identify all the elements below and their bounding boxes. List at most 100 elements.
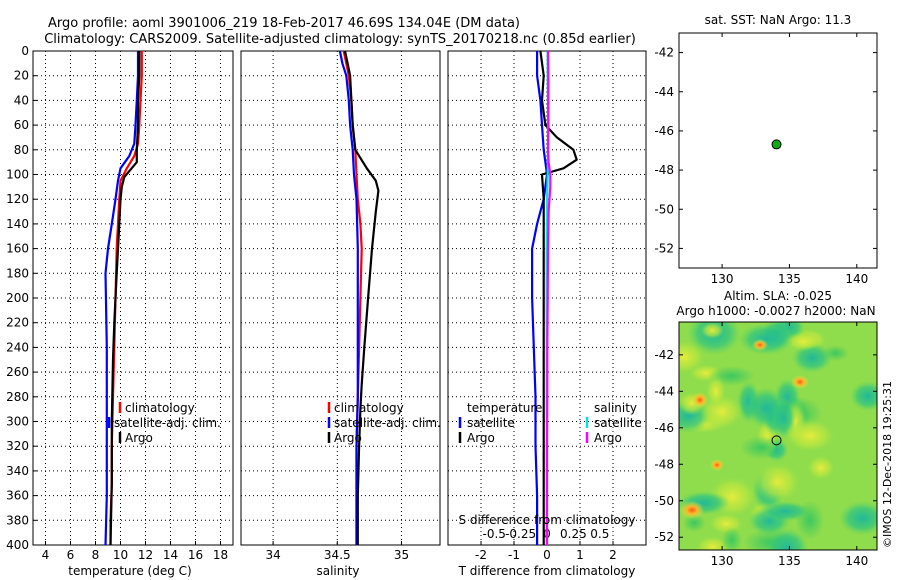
x-tick-label: 1: [576, 548, 584, 562]
sla-map-points: [771, 435, 782, 446]
x-tick-label: -2: [475, 548, 487, 562]
y-tick-label: 100: [6, 168, 29, 182]
salinity-panel: 34 34.5 35 salinity climatology satellite-…: [240, 50, 441, 578]
sla-map-frame: [678, 321, 878, 551]
sst-map-title: sat. SST: NaN Argo: 11.3: [705, 13, 852, 27]
sst-map-ticks: 130 135 140 -42 -44 -46 -48 -50 -52: [654, 33, 877, 286]
y-tick-label: 0: [21, 44, 29, 58]
y-tick-label: 60: [14, 118, 29, 132]
legend-label-t-satellite: satellite: [467, 416, 515, 430]
sst-map-panel: sat. SST: NaN Argo: 11.3 130 135 140 -42 -44…: [654, 13, 878, 286]
sla-anomaly-patch: [753, 461, 802, 504]
y-tick-label: 300: [6, 415, 29, 429]
t-difference-label: T difference from climatology: [458, 564, 636, 578]
y-tick-label: 380: [6, 513, 29, 527]
y-tick-label: -48: [654, 163, 674, 177]
series-line-t-satellite: [530, 51, 549, 545]
y-tick-label: 140: [6, 217, 29, 231]
salinity-legend: climatology satellite-adj. clim. Argo: [327, 401, 441, 445]
y-tick-label: -50: [654, 202, 674, 216]
temperature-panel: 0 20 40 60 80 100 120 140 160 180 200 220 240 260 280 3…: [6, 44, 234, 578]
x-tick-label: 18: [213, 548, 228, 562]
x-tick-label: 10: [113, 548, 128, 562]
y-tick-label: 400: [6, 538, 29, 552]
x-tick-label: 140: [845, 554, 868, 568]
x-tick-label: 130: [711, 554, 734, 568]
legend-label-climatology: climatology: [334, 401, 404, 415]
temperature-series: [104, 51, 143, 546]
x-tick-label: 8: [92, 548, 100, 562]
salinity-x-label: salinity: [316, 564, 359, 578]
y-tick-label: 220: [6, 316, 29, 330]
x-tick-label: 135: [778, 272, 801, 286]
difference-x-ticks: -2 -1 0 1 2: [475, 541, 617, 562]
s-difference-label: S difference from climatology: [459, 513, 636, 527]
legend-label-satellite: satellite-adj. clim.: [334, 416, 441, 430]
legend-label-climatology: climatology: [125, 401, 195, 415]
y-tick-label: -46: [654, 421, 674, 435]
legend-label-t-argo: Argo: [467, 431, 495, 445]
y-tick-label: 160: [6, 242, 29, 256]
difference-legend: temperature satellite Argo salinity sate…: [458, 401, 642, 445]
series-line-satellite-adj-clim-: [104, 51, 140, 546]
temperature-x-label: temperature (deg C): [68, 564, 191, 578]
sla-anomaly-patch: [839, 501, 877, 536]
x-tick-label: 16: [188, 548, 203, 562]
series-line-s-argo: [545, 50, 552, 545]
x-tick-label: 130: [711, 272, 734, 286]
y-tick-label: -52: [654, 530, 674, 544]
temperature-grid: [33, 50, 233, 546]
legend-title-temperature: temperature: [467, 401, 542, 415]
x-tick-label: 34: [265, 548, 280, 562]
x-tick-label: 6: [67, 548, 75, 562]
y-tick-label: 180: [6, 266, 29, 280]
series-line-satellite-adj-clim-: [338, 50, 359, 545]
s-difference-tick-label: -0.25: [505, 527, 536, 541]
sla-high-anomaly-patch: [680, 501, 704, 519]
sla-anomaly-patch: [850, 381, 877, 411]
y-tick-label: -42: [654, 348, 674, 362]
y-tick-label: 80: [14, 143, 29, 157]
series-line-argo: [109, 51, 141, 546]
x-tick-label: 0: [543, 548, 551, 562]
sla-anomaly-patch: [700, 322, 724, 339]
y-tick-label: 280: [6, 390, 29, 404]
x-tick-label: 14: [163, 548, 178, 562]
legend-label-s-satellite: satellite: [594, 416, 642, 430]
y-tick-label: 340: [6, 464, 29, 478]
x-tick-label: 35: [394, 548, 409, 562]
sla-anomaly-patch: [705, 374, 727, 408]
y-tick-label: -46: [654, 124, 674, 138]
y-tick-label: 40: [14, 93, 29, 107]
y-tick-label: 240: [6, 340, 29, 354]
argo-position-marker: [771, 139, 782, 150]
y-tick-label: 320: [6, 439, 29, 453]
figure-title-line2: Climatology: CARS2009. Satellite-adjuste…: [44, 32, 636, 47]
sla-high-anomaly-patch: [692, 392, 708, 408]
y-tick-label: 260: [6, 365, 29, 379]
sla-map-panel: Altim. SLA: -0.025 Argo h1000: -0.0027 h…: [654, 289, 878, 568]
series-line-argo: [343, 50, 380, 545]
salinity-x-ticks: 34 34.5 35: [265, 541, 409, 562]
x-tick-label: 34.5: [324, 548, 351, 562]
y-tick-label: -48: [654, 457, 674, 471]
x-tick-label: 140: [845, 272, 868, 286]
y-tick-label: -50: [654, 494, 674, 508]
x-tick-label: 135: [778, 554, 801, 568]
sla-anomaly-patch: [738, 323, 794, 356]
y-tick-label: -44: [654, 384, 674, 398]
sla-anomaly-patch: [806, 454, 836, 481]
sla-heatmap-field: [679, 322, 877, 550]
figure-title-line1: Argo profile: aoml 3901006_219 18-Feb-20…: [48, 16, 520, 31]
y-tick-label: -42: [654, 46, 674, 60]
difference-series: [530, 50, 578, 545]
sla-high-anomaly-patch: [791, 375, 809, 389]
legend-label-argo: Argo: [125, 431, 153, 445]
sla-anomaly-patch: [783, 418, 837, 454]
sst-map-points: [771, 139, 782, 150]
series-line-t-argo: [539, 50, 578, 545]
x-tick-label: -1: [508, 548, 520, 562]
sst-map-frame: [678, 32, 878, 269]
temperature-legend: climatology satellite-adj. clim. Argo: [107, 401, 221, 445]
